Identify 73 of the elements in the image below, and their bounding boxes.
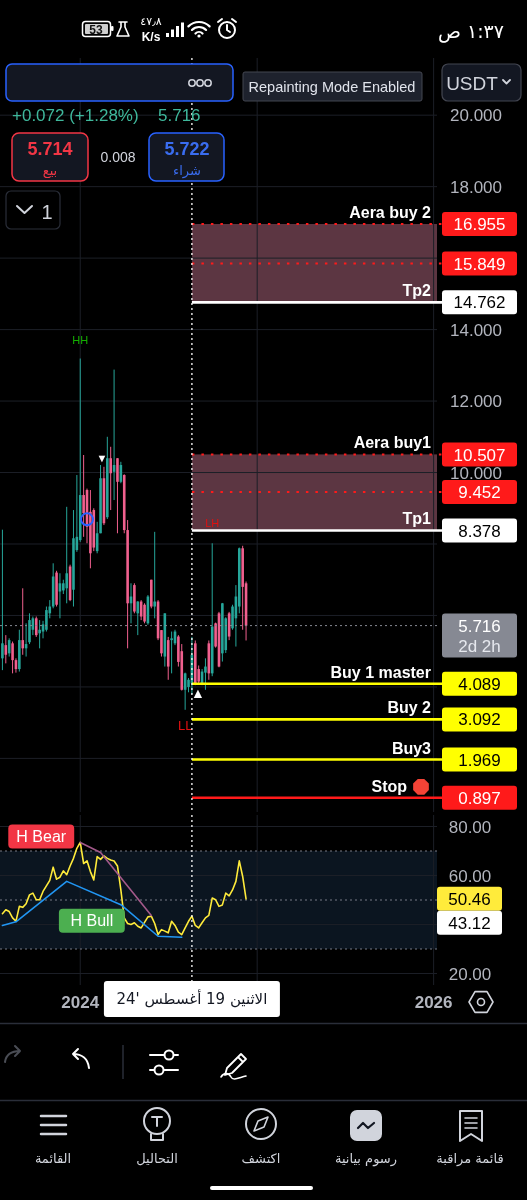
y-tick-label: 80.00 xyxy=(448,817,492,837)
y-tick-label: 20.00 xyxy=(448,964,492,984)
candlestick xyxy=(38,619,41,649)
y-tick-label: 10.000 xyxy=(450,463,502,483)
annotation: 0.008 xyxy=(100,149,136,165)
y-tick-label: 20.000 xyxy=(450,106,502,126)
y-tick-label: 12.000 xyxy=(450,392,502,412)
date-tag: الاثنين 19 أغسطس '24 xyxy=(103,981,280,1017)
ref-line-label: 10.507 xyxy=(453,445,506,465)
annotation: LL xyxy=(177,718,193,734)
annotation: Tp1 xyxy=(402,510,432,528)
x-tick-label: 2024 xyxy=(61,993,100,1012)
annotation: 5.722 xyxy=(164,139,210,159)
annotation: 5.714 xyxy=(27,139,73,159)
ref-line-label: 3.092 xyxy=(458,710,501,730)
annotation: Aera buy1 xyxy=(353,434,432,452)
text: رسوم بيانية xyxy=(334,1151,398,1167)
text: 50.46 xyxy=(448,889,491,909)
label-box: H Bear xyxy=(8,824,75,849)
ref-line-label: 0.897 xyxy=(458,788,501,808)
ref-line-label: 5.716 xyxy=(458,616,501,636)
annotation: ▲ xyxy=(190,685,205,702)
y-tick-label: 14.000 xyxy=(450,320,502,340)
line-series xyxy=(1,880,183,939)
annotation: +0.072 (+1.28%) xyxy=(12,106,139,125)
candlestick xyxy=(11,641,14,674)
ref-line-label: 14.762 xyxy=(453,293,506,313)
annotation: شراء xyxy=(173,163,201,179)
candlestick xyxy=(109,446,112,511)
candlestick xyxy=(1,529,4,671)
text: USDT xyxy=(446,73,499,94)
text: 43.12 xyxy=(448,913,491,933)
ref-line-label: الاثنين 19 أغسطس '24 xyxy=(116,989,268,1008)
text: 2d 2h xyxy=(458,636,501,656)
annotation: Buy3 xyxy=(391,739,432,757)
x-tick-label: 2026 xyxy=(414,993,453,1012)
annotation: Buy 2 xyxy=(387,699,432,717)
ref-line-label: 1.969 xyxy=(458,750,501,770)
text: اكتشف xyxy=(241,1151,281,1166)
annotation: Stop xyxy=(371,777,408,795)
candlestick xyxy=(204,657,207,691)
annotation: ▼ xyxy=(96,451,108,464)
text: 53 xyxy=(89,23,103,37)
text: ١:٣٧ ص xyxy=(437,20,505,43)
candlestick xyxy=(143,602,146,624)
annotation: 1 xyxy=(41,201,53,223)
annotation: H Bear xyxy=(16,828,67,846)
annotation: HH xyxy=(72,334,89,347)
ref-line-label: 9.452 xyxy=(458,483,501,503)
ref-line-label: 16.955 xyxy=(453,215,506,235)
text: قائمة مراقبة xyxy=(436,1151,504,1167)
text: التحاليل xyxy=(136,1151,178,1166)
line-series xyxy=(1,841,247,936)
ref-line-label: 4.089 xyxy=(458,674,501,694)
annotation: Tp2 xyxy=(402,282,432,300)
text: K/s xyxy=(141,30,161,44)
annotation: Aera buy 2 xyxy=(349,203,432,221)
annotation: بيع xyxy=(42,163,58,179)
annotation: 5.716 xyxy=(158,106,201,125)
annotation: H Bull xyxy=(70,912,114,930)
candlestick xyxy=(170,631,173,674)
candlestick xyxy=(116,457,119,534)
ref-line-label: 15.849 xyxy=(453,254,506,274)
candlestick xyxy=(82,454,85,538)
y-tick-label: 18.000 xyxy=(450,177,502,197)
candlestick xyxy=(153,531,156,619)
text: القائمة xyxy=(34,1151,72,1166)
annotation: Buy 1 master xyxy=(330,663,431,681)
annotation: LH xyxy=(205,517,220,530)
y-tick-label: 60.00 xyxy=(448,866,492,886)
ref-line-label: 8.378 xyxy=(458,521,501,541)
text: ٤٧٫٨ xyxy=(140,15,162,28)
annotation: Repainting Mode Enabled xyxy=(248,79,416,95)
